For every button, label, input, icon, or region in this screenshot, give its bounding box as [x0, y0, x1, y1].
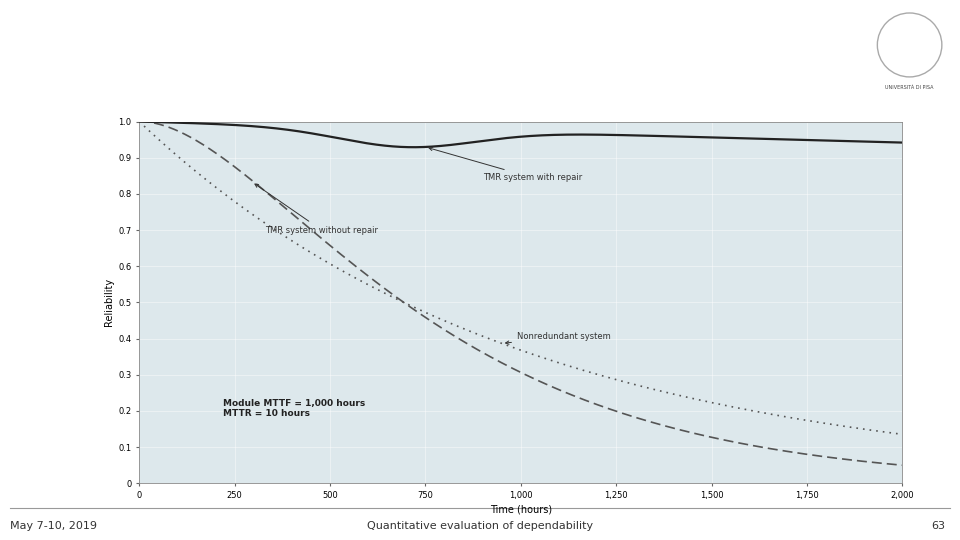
Text: MTTR = 10 hours: MTTR = 10 hours — [223, 409, 310, 418]
Text: Nonredundant system: Nonredundant system — [506, 332, 611, 345]
Text: May 7-10, 2019: May 7-10, 2019 — [10, 522, 97, 531]
Text: Module MTTF = 1,000 hours: Module MTTF = 1,000 hours — [223, 399, 366, 408]
Y-axis label: Reliability: Reliability — [104, 278, 114, 327]
Text: 63: 63 — [931, 522, 946, 531]
Text: Comparison with nonredundant system and TMR without: Comparison with nonredundant system and … — [73, 28, 786, 52]
Text: repair: repair — [393, 66, 467, 90]
Text: TMR system with repair: TMR system with repair — [429, 147, 582, 182]
Text: Quantitative evaluation of dependability: Quantitative evaluation of dependability — [367, 522, 593, 531]
X-axis label: Time (hours): Time (hours) — [490, 504, 552, 514]
Text: UNIVERSITÀ DI PISA: UNIVERSITÀ DI PISA — [885, 85, 934, 90]
Text: TMR system without repair: TMR system without repair — [255, 184, 378, 234]
